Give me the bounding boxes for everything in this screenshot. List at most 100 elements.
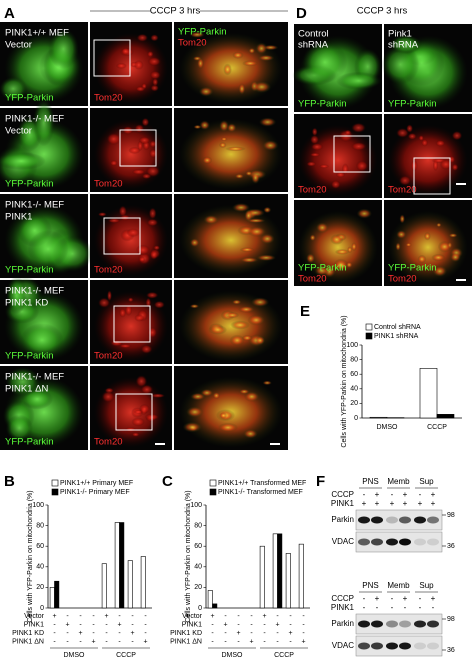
label: DMSO: [64, 652, 86, 659]
cell-detail: [251, 171, 261, 184]
label: -: [79, 613, 82, 620]
label: PINK1+/+ MEF: [5, 28, 69, 39]
label: -: [302, 621, 305, 628]
label: PINK1: [24, 621, 44, 628]
bar: [127, 560, 133, 609]
cell-detail: [0, 76, 28, 101]
label: Vector: [182, 613, 203, 620]
cell-detail: [302, 41, 348, 83]
y-axis-label: Cells with YFP-Parkin on mitochondria (%…: [185, 490, 192, 622]
label: -: [237, 613, 240, 620]
label: -: [144, 613, 147, 620]
label: PINK1 KD: [5, 298, 48, 309]
label: Tom20: [94, 265, 123, 276]
y-tick-label: 100: [190, 502, 202, 509]
label: CCCP 3 hrs: [150, 6, 201, 17]
label: 98: [447, 512, 455, 519]
cell-detail: [219, 412, 228, 419]
y-tick-label: 80: [350, 356, 358, 363]
cell-detail: [27, 230, 69, 269]
label: +: [275, 621, 279, 628]
y-tick-label: 0: [40, 605, 44, 612]
label: -: [289, 638, 292, 645]
cell-detail: [133, 409, 144, 415]
cell-detail: [225, 146, 246, 152]
label: CCCP: [331, 490, 354, 499]
label: +: [223, 621, 227, 628]
bar: [436, 414, 455, 419]
blot-band: [399, 538, 411, 546]
blot-band: [386, 620, 398, 628]
inset-box: [93, 39, 131, 77]
bar: [119, 522, 125, 609]
cell-detail: [220, 136, 228, 142]
cell-detail: [6, 276, 28, 315]
cell-detail: [136, 33, 149, 42]
label: -: [250, 621, 253, 628]
blot-band: [358, 620, 370, 628]
label: PINK1 KD: [12, 630, 44, 637]
y-tick-label: 60: [350, 371, 358, 378]
y-axis-label: Cells with YFP-Parkin on mitochondria (%…: [341, 315, 348, 447]
cell-detail: [148, 207, 157, 220]
cell-detail: [350, 142, 367, 151]
legend-swatch: [51, 488, 59, 496]
y-tick-label: 60: [36, 543, 44, 550]
label: A: [4, 5, 15, 22]
blot-band: [427, 538, 439, 546]
cell-detail: [258, 117, 277, 127]
cell-detail: [259, 233, 275, 245]
cell-detail: [306, 253, 316, 264]
cell-detail: [146, 218, 159, 227]
label: -: [118, 638, 121, 645]
label: -: [92, 630, 95, 637]
cell-detail: [439, 158, 453, 170]
cell-detail: [230, 320, 250, 330]
label: YFP-Parkin: [5, 265, 54, 276]
cell-detail: [119, 308, 127, 318]
label: D: [296, 5, 307, 22]
label: -: [66, 613, 69, 620]
label: CCCP: [331, 594, 354, 603]
label: Pink1: [388, 29, 412, 40]
label: PINK1: [182, 621, 202, 628]
cell-detail: [436, 222, 442, 228]
cell: [94, 32, 168, 104]
legend-label: PINK1+/+ Primary MEF: [60, 480, 133, 487]
legend-swatch: [209, 479, 217, 487]
y-tick-label: 40: [36, 564, 44, 571]
label: Parkin: [331, 515, 354, 524]
blot-band: [358, 516, 370, 524]
label: Vector: [5, 40, 32, 51]
cell-detail: [199, 120, 210, 131]
y-tick-label: 20: [36, 584, 44, 591]
cell-detail: [262, 140, 279, 151]
label: -: [404, 603, 407, 612]
cell-detail: [212, 391, 221, 400]
cell-detail: [417, 254, 427, 264]
bar: [140, 556, 146, 609]
label: YFP-Parkin: [298, 99, 347, 110]
cell-detail: [242, 60, 259, 67]
cell-detail: [247, 314, 266, 326]
inset-box: [113, 305, 151, 343]
cell-detail: [244, 391, 260, 402]
cell-detail: [431, 253, 446, 262]
cell-detail: [126, 228, 140, 238]
label: YFP-Parkin: [298, 263, 347, 274]
label: -: [53, 638, 56, 645]
cell-detail: [135, 244, 151, 256]
label: -: [419, 490, 422, 499]
blot-band: [427, 642, 439, 650]
y-tick-label: 100: [346, 342, 358, 349]
label: Tom20: [94, 179, 123, 190]
cell-detail: [150, 393, 166, 398]
y-tick-label: 80: [194, 522, 202, 529]
label: Tom20: [298, 185, 327, 196]
legend-swatch: [365, 332, 373, 340]
cell-detail: [330, 234, 344, 245]
label: -: [263, 630, 266, 637]
cell-detail: [20, 323, 64, 358]
label: 98: [447, 616, 455, 623]
label: -: [92, 621, 95, 628]
